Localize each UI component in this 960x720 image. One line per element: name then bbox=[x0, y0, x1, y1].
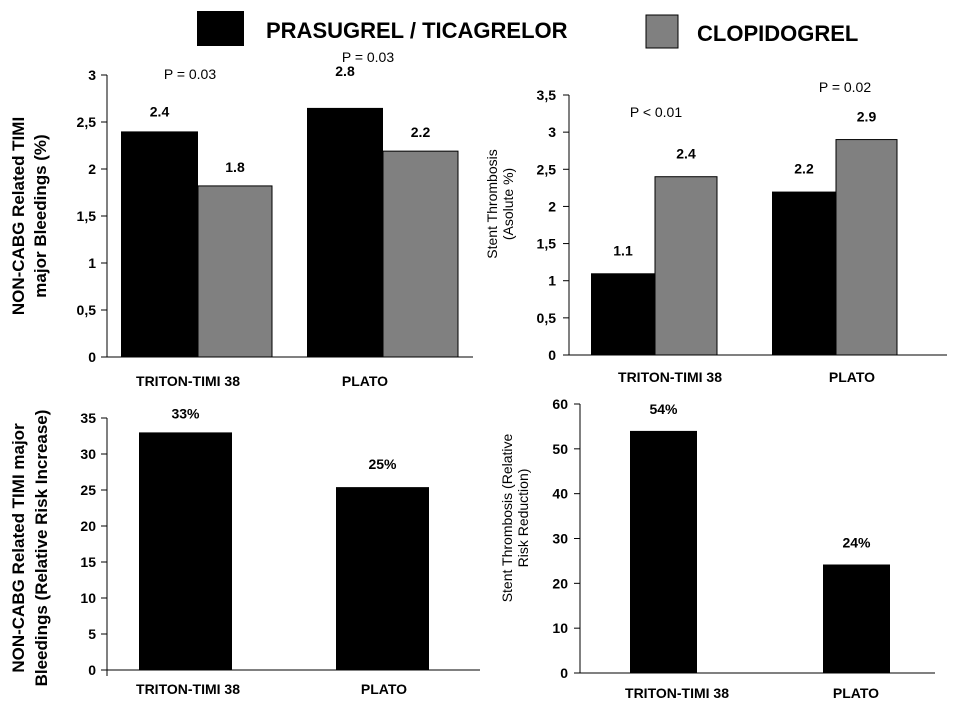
y-tick-label: 30 bbox=[80, 446, 96, 462]
y-tick-label: 10 bbox=[552, 620, 568, 636]
y-tick-label: 3 bbox=[548, 124, 556, 140]
data-label: 1.8 bbox=[225, 159, 245, 175]
p-value-annotation: P = 0.02 bbox=[819, 79, 872, 95]
chart-stent-thrombosis-absolute: Stent Thrombosis (Asolute %) P < 0.01 P … bbox=[484, 79, 947, 385]
bar bbox=[591, 273, 655, 355]
y-axis-label-line2: (Asolute %) bbox=[500, 168, 516, 240]
x-category-label: TRITON-TIMI 38 bbox=[618, 369, 722, 385]
bar bbox=[835, 139, 898, 356]
y-tick-label: 5 bbox=[88, 626, 96, 642]
y-axis-label-line2: major Bleedings (%) bbox=[31, 134, 50, 297]
legend-label-clopidogrel: CLOPIDOGREL bbox=[697, 21, 858, 46]
bar bbox=[139, 432, 232, 670]
y-tick-label: 1,5 bbox=[77, 208, 97, 224]
x-category-label: PLATO bbox=[833, 685, 879, 701]
data-label: 54% bbox=[649, 401, 678, 417]
data-label: 2.4 bbox=[150, 103, 170, 119]
y-axis-label-line1: NON-CABG Related TIMI bbox=[9, 117, 28, 315]
y-tick-label: 1 bbox=[88, 255, 96, 271]
y-axis-label-line1: Stent Thrombosis bbox=[484, 149, 500, 258]
y-tick-label: 0 bbox=[548, 347, 556, 363]
chart-stent-thrombosis-relative-risk: Stent Thrombosis (Relative Risk Reductio… bbox=[499, 396, 935, 701]
y-tick-label: 0 bbox=[88, 349, 96, 365]
x-category-label: TRITON-TIMI 38 bbox=[136, 373, 240, 389]
bar bbox=[197, 185, 273, 358]
y-tick-label: 15 bbox=[80, 554, 96, 570]
y-tick-label: 2 bbox=[548, 198, 556, 214]
data-label: 2.2 bbox=[794, 161, 814, 177]
y-axis-label-line1: NON-CABG Related TIMI major bbox=[9, 423, 28, 673]
chart-bleeding-absolute: NON-CABG Related TIMI major Bleedings (%… bbox=[9, 49, 473, 389]
y-axis-label-line2: Risk Reduction) bbox=[515, 469, 531, 568]
y-tick-label: 3 bbox=[88, 67, 96, 83]
data-label: 1.1 bbox=[613, 242, 633, 258]
p-value-annotation: P = 0.03 bbox=[342, 49, 395, 65]
y-tick-label: 2 bbox=[88, 161, 96, 177]
x-category-label: PLATO bbox=[342, 373, 388, 389]
y-tick-label: 3,5 bbox=[537, 87, 557, 103]
data-label: 2.2 bbox=[411, 124, 431, 140]
y-tick-label: 0 bbox=[560, 665, 568, 681]
y-axis-label-line1: Stent Thrombosis (Relative bbox=[499, 433, 515, 602]
bar bbox=[823, 564, 890, 673]
x-category-label: TRITON-TIMI 38 bbox=[136, 681, 240, 697]
data-label: 33% bbox=[171, 405, 200, 421]
legend-swatch-prasugrel-ticagrelor bbox=[197, 11, 244, 46]
data-label: 24% bbox=[842, 535, 871, 551]
data-label: 25% bbox=[368, 456, 397, 472]
bar bbox=[336, 487, 429, 670]
y-tick-label: 1 bbox=[548, 273, 556, 289]
y-tick-label: 0 bbox=[88, 662, 96, 678]
y-tick-label: 30 bbox=[552, 531, 568, 547]
y-axis-label-line2: Bleedings (Relative Risk Increase) bbox=[32, 410, 51, 687]
y-tick-label: 2,5 bbox=[77, 114, 97, 130]
y-tick-label: 0,5 bbox=[537, 310, 557, 326]
data-label: 2.8 bbox=[335, 63, 355, 79]
y-tick-label: 50 bbox=[552, 441, 568, 457]
y-tick-label: 10 bbox=[80, 590, 96, 606]
data-label: 2.4 bbox=[676, 146, 696, 162]
y-tick-label: 1,5 bbox=[537, 236, 557, 252]
y-tick-label: 2,5 bbox=[537, 161, 557, 177]
y-tick-label: 25 bbox=[80, 482, 96, 498]
x-category-label: TRITON-TIMI 38 bbox=[625, 685, 729, 701]
y-tick-label: 35 bbox=[80, 410, 96, 426]
y-tick-label: 40 bbox=[552, 486, 568, 502]
chart-bleeding-relative-risk: NON-CABG Related TIMI major Bleedings (R… bbox=[9, 405, 480, 697]
x-category-label: PLATO bbox=[361, 681, 407, 697]
bar bbox=[382, 150, 459, 358]
y-tick-label: 0,5 bbox=[77, 302, 97, 318]
p-value-annotation: P < 0.01 bbox=[630, 104, 683, 120]
x-category-label: PLATO bbox=[829, 369, 875, 385]
p-value-annotation: P = 0.03 bbox=[164, 66, 217, 82]
legend-swatch-clopidogrel bbox=[645, 14, 679, 49]
y-tick-label: 60 bbox=[552, 396, 568, 412]
bar bbox=[772, 191, 836, 355]
bar bbox=[121, 131, 198, 357]
bar bbox=[630, 430, 697, 673]
legend-label-prasugrel-ticagrelor: PRASUGREL / TICAGRELOR bbox=[266, 18, 568, 43]
y-tick-label: 20 bbox=[552, 575, 568, 591]
bar bbox=[307, 107, 383, 358]
y-tick-label: 20 bbox=[80, 518, 96, 534]
bar bbox=[654, 176, 718, 356]
data-label: 2.9 bbox=[857, 109, 877, 125]
legend: PRASUGREL / TICAGRELOR CLOPIDOGREL bbox=[197, 11, 858, 49]
